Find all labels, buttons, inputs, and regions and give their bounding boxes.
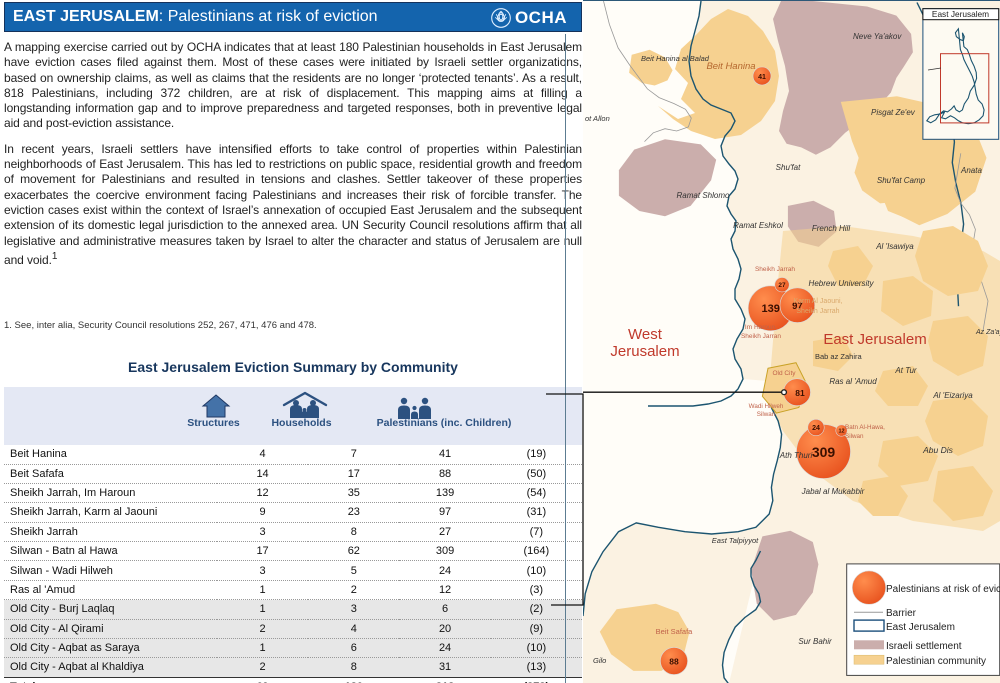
- svg-text:41: 41: [758, 74, 766, 81]
- svg-text:Abu Dis: Abu Dis: [922, 445, 954, 455]
- svg-text:Beit Safafa: Beit Safafa: [656, 627, 694, 636]
- svg-text:Palestinian community: Palestinian community: [886, 656, 986, 667]
- svg-text:Beit Hanina: Beit Hanina: [706, 61, 755, 72]
- svg-text:Ath Thuri: Ath Thuri: [779, 451, 813, 460]
- svg-text:Sheikh Jarran: Sheikh Jarran: [741, 333, 781, 340]
- svg-text:139: 139: [762, 303, 780, 315]
- svg-text:Al 'Eizariya: Al 'Eizariya: [932, 391, 973, 400]
- svg-text:Israeli settlement: Israeli settlement: [886, 641, 962, 652]
- svg-text:Al 'Isawiya: Al 'Isawiya: [875, 242, 914, 251]
- svg-text:Beit Hanina al Balad: Beit Hanina al Balad: [641, 54, 710, 63]
- svg-text:81: 81: [795, 388, 805, 398]
- svg-text:Neve Ya'akov: Neve Ya'akov: [853, 32, 902, 41]
- svg-text:Old City: Old City: [772, 370, 796, 377]
- svg-text:Hebrew University: Hebrew University: [809, 279, 875, 288]
- svg-text:Shu'fat: Shu'fat: [776, 163, 801, 172]
- svg-text:Az Za'ayyem: Az Za'ayyem: [975, 329, 1000, 336]
- svg-text:Bab az Zahira: Bab az Zahira: [815, 352, 863, 361]
- svg-text:Im Haroun,: Im Haroun,: [745, 324, 777, 331]
- svg-text:East Jerusalem: East Jerusalem: [932, 9, 989, 19]
- svg-text:Anata: Anata: [960, 166, 982, 175]
- svg-text:East Talpiyyot: East Talpiyyot: [712, 536, 759, 545]
- svg-text:Shu'fat Camp: Shu'fat Camp: [877, 176, 926, 185]
- svg-text:Jabal al Mukabbir: Jabal al Mukabbir: [801, 487, 865, 496]
- svg-text:Silwan: Silwan: [757, 411, 776, 418]
- svg-text:Sur Bahir: Sur Bahir: [798, 637, 832, 646]
- svg-text:At Tur: At Tur: [894, 366, 917, 375]
- svg-text:East Jerusalem: East Jerusalem: [886, 622, 955, 633]
- svg-text:24: 24: [812, 425, 820, 432]
- svg-text:Jerusalem: Jerusalem: [610, 343, 679, 360]
- svg-text:Gilo: Gilo: [593, 656, 606, 665]
- svg-text:ot Allon: ot Allon: [585, 114, 610, 123]
- svg-text:Pisgat Ze'ev: Pisgat Ze'ev: [871, 108, 916, 117]
- svg-text:Palestinians at risk of evicti: Palestinians at risk of eviction: [886, 584, 1000, 595]
- svg-text:West: West: [628, 326, 663, 343]
- svg-text:27: 27: [778, 282, 786, 289]
- svg-text:French Hill: French Hill: [812, 224, 850, 233]
- svg-text:309: 309: [812, 444, 836, 460]
- svg-text:Silwan: Silwan: [845, 433, 864, 440]
- svg-text:12: 12: [838, 429, 844, 435]
- svg-text:Sheikh Jarrah: Sheikh Jarrah: [755, 266, 795, 273]
- svg-text:Ras al 'Amud: Ras al 'Amud: [829, 377, 877, 386]
- svg-text:Barrier: Barrier: [886, 608, 917, 619]
- svg-text:Wadi Hilweh: Wadi Hilweh: [749, 403, 784, 410]
- svg-text:88: 88: [669, 657, 679, 667]
- svg-text:Sheikh Jarrah: Sheikh Jarrah: [796, 308, 839, 315]
- svg-text:Ramat Shlomo: Ramat Shlomo: [677, 191, 730, 200]
- svg-text:Batn Al-Hawa,: Batn Al-Hawa,: [845, 424, 885, 431]
- svg-text:Karm Al Jaouni,: Karm Al Jaouni,: [793, 298, 842, 305]
- svg-text:Ramat Eshkol: Ramat Eshkol: [733, 221, 783, 230]
- svg-text:East Jerusalem: East Jerusalem: [823, 331, 926, 348]
